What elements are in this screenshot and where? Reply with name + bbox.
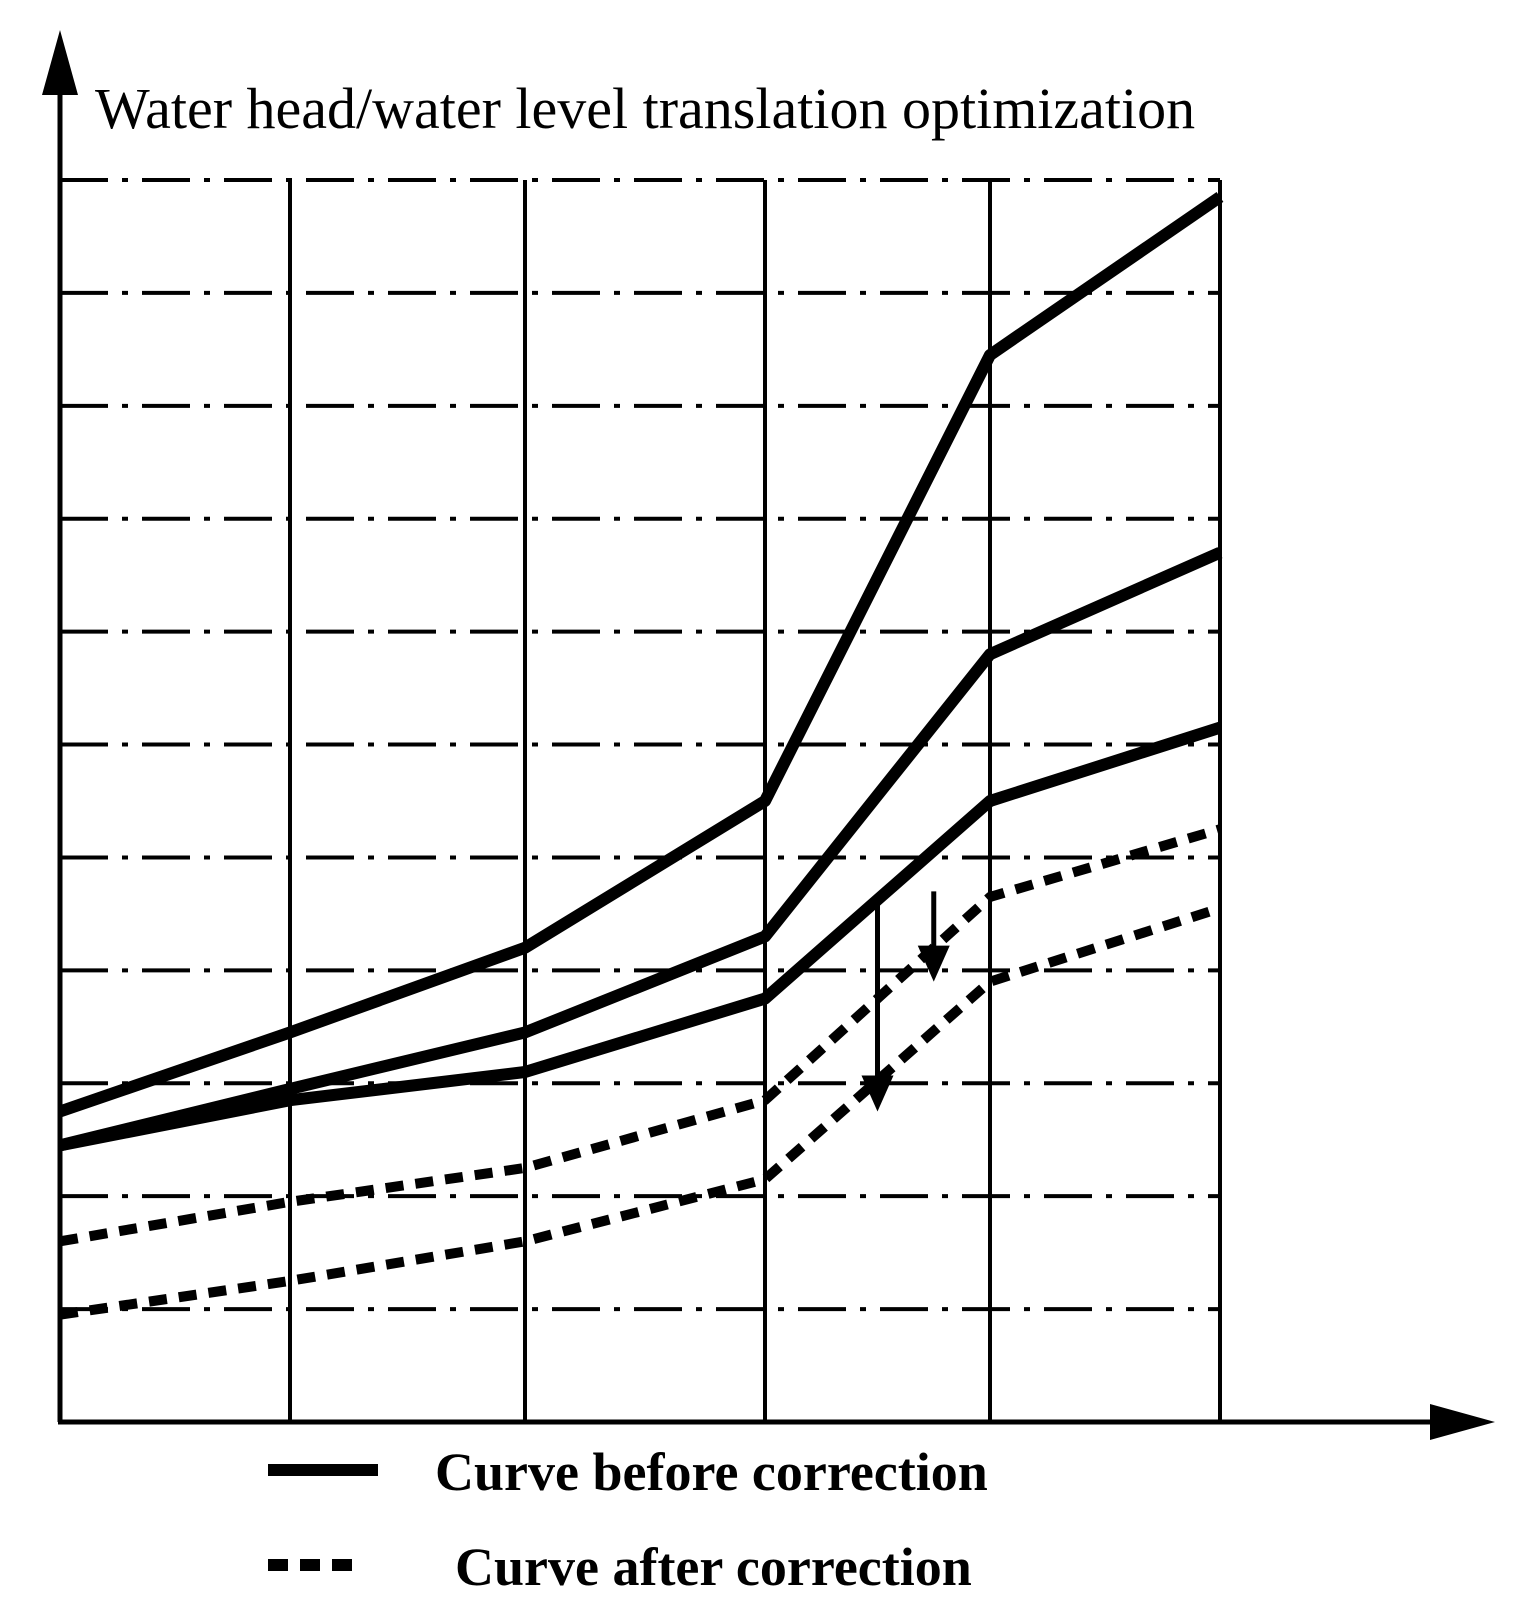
axes — [42, 30, 1495, 1440]
x-axis-arrow-icon — [1430, 1404, 1495, 1440]
annotation-arrow-icon — [917, 945, 950, 982]
y-axis-arrow-icon — [42, 30, 78, 95]
annotations — [861, 891, 950, 1112]
annotation-arrow-icon — [861, 1075, 894, 1112]
legend-label-after: Curve after correction — [455, 1537, 972, 1597]
series-line-2 — [58, 547, 1223, 1152]
series-line-5 — [59, 903, 1222, 1320]
grid — [60, 178, 1222, 1422]
series-line-3 — [58, 721, 1222, 1152]
legend: Curve before correction Curve after corr… — [268, 1442, 988, 1597]
series-line-1 — [58, 191, 1224, 1118]
legend-label-before: Curve before correction — [435, 1442, 988, 1502]
series-layer — [58, 191, 1224, 1320]
series-line-4 — [59, 824, 1222, 1247]
chart-title: Water head/water level translation optim… — [95, 76, 1195, 141]
